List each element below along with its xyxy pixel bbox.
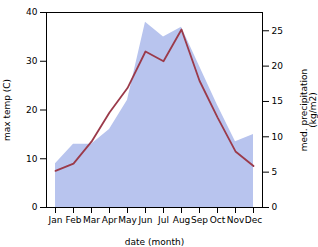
svg-text:0: 0 (32, 202, 38, 212)
svg-text:max temp (C): max temp (C) (2, 79, 12, 141)
svg-text:Jan: Jan (48, 215, 63, 225)
svg-text:Jul: Jul (157, 215, 169, 225)
svg-text:20: 20 (26, 105, 38, 115)
svg-text:Apr: Apr (102, 215, 118, 225)
svg-text:25: 25 (272, 26, 283, 36)
svg-text:5: 5 (272, 167, 278, 177)
svg-text:Oct: Oct (210, 215, 226, 225)
svg-text:10: 10 (26, 154, 38, 164)
svg-text:40: 40 (26, 7, 38, 17)
svg-text:10: 10 (272, 132, 284, 142)
svg-text:Dec: Dec (245, 215, 262, 225)
svg-text:Aug: Aug (173, 215, 191, 225)
svg-text:Feb: Feb (66, 215, 82, 225)
svg-text:30: 30 (26, 56, 38, 66)
svg-text:15: 15 (272, 96, 283, 106)
svg-text:Sep: Sep (191, 215, 208, 225)
svg-text:20: 20 (272, 61, 284, 71)
svg-text:date (month): date (month) (125, 237, 184, 247)
svg-text:0: 0 (272, 202, 278, 212)
svg-text:Mar: Mar (83, 215, 100, 225)
svg-text:May: May (118, 215, 137, 225)
svg-text:med. precipitation(kg/m2): med. precipitation(kg/m2) (299, 69, 318, 151)
svg-text:Nov: Nov (227, 215, 245, 225)
svg-text:Jun: Jun (137, 215, 152, 225)
